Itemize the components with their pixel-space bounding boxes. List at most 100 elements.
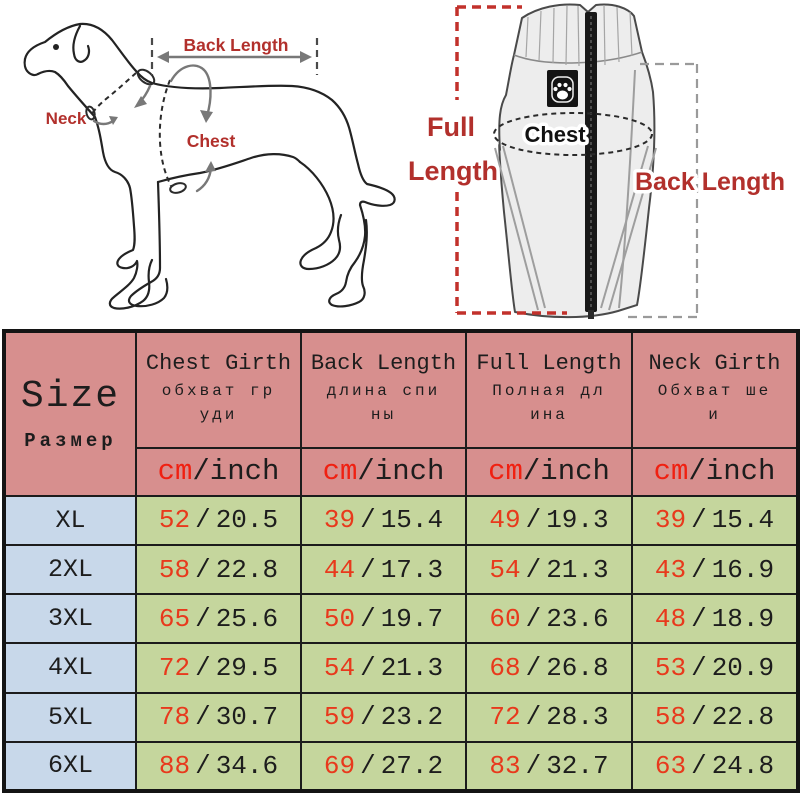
dog-measurement-diagram: Back Length Neck Chest <box>23 22 396 310</box>
inch-value: 20.9 <box>711 652 775 683</box>
cm-value: 68 <box>489 652 521 683</box>
inch-value: 15.4 <box>380 505 444 536</box>
inch-value: 22.8 <box>711 702 775 733</box>
dog-mouth-line <box>23 57 40 77</box>
slash: / <box>688 455 706 489</box>
dog-eye <box>53 44 59 50</box>
vest-full-label: Full <box>427 112 475 142</box>
full-length-header: Full Length Полная дл ина <box>465 330 633 449</box>
chest-girth-value: 58/22.8 <box>135 543 302 596</box>
slash: / <box>360 702 376 733</box>
cm-value: 65 <box>158 603 191 634</box>
slash: / <box>360 750 376 781</box>
neck-girth-value: 53/20.9 <box>631 642 799 694</box>
back-length-value: 50/19.7 <box>300 593 467 645</box>
chest-bottom-loop <box>169 182 187 194</box>
inch-value: 26.8 <box>546 652 609 683</box>
table-row-xl: XL 52/20.5 39/15.4 49/19.3 39/15.4 <box>3 494 799 546</box>
inch-value: 18.9 <box>711 603 775 634</box>
size-value: XL <box>3 494 137 546</box>
inch-value: 19.7 <box>380 603 444 634</box>
inch-value: 23.2 <box>380 702 444 733</box>
vest-collar-seam <box>513 51 643 64</box>
column-label-ru: Полная дл ина <box>492 381 606 425</box>
dog-outline <box>23 22 396 310</box>
table-row-4xl: 4XL 72/29.5 54/21.3 68/26.8 53/20.9 <box>3 642 799 694</box>
chest-girth-header: Chest Girth обхват гр уди <box>135 330 302 449</box>
paw-patch-icon <box>547 70 578 107</box>
slash: / <box>691 554 707 585</box>
back-length-value: 54/21.3 <box>300 642 467 694</box>
back-length-value: 69/27.2 <box>300 740 467 793</box>
unit-cell: cm/inch <box>465 446 633 497</box>
arrowheads <box>109 96 216 172</box>
table-row-3xl: 3XL 65/25.6 50/19.7 60/23.6 48/18.9 <box>3 593 799 645</box>
inch-value: 15.4 <box>711 505 775 536</box>
cm-unit: cm <box>322 455 358 489</box>
cm-value: 49 <box>489 505 521 536</box>
inch-value: 27.2 <box>380 750 444 781</box>
table-header-row: Size Размер Chest Girth обхват гр уди Ba… <box>3 330 799 497</box>
slash: / <box>195 603 211 634</box>
inch-value: 24.8 <box>711 750 775 781</box>
cm-value: 50 <box>323 603 356 634</box>
slash: / <box>525 652 542 683</box>
cm-value: 78 <box>158 702 191 733</box>
unit-cell: cm/inch <box>300 446 467 497</box>
unit-row: cm/inch cm/inch cm/inch cm/inch <box>4 446 799 497</box>
table-row-6xl: 6XL 88/34.6 69/27.2 83/32.7 63/24.8 <box>3 740 799 793</box>
withers-loop <box>136 68 156 86</box>
arrow-left-head <box>157 51 169 63</box>
dog-ear-icon <box>72 24 91 63</box>
column-label-en: Back Length <box>310 351 457 377</box>
cm-value: 58 <box>158 554 191 585</box>
neck-girth-value: 58/22.8 <box>631 691 799 743</box>
size-value: 5XL <box>3 691 137 743</box>
neck-girth-value: 63/24.8 <box>631 740 799 793</box>
cm-value: 59 <box>323 702 356 733</box>
size-header-ru: Размер <box>24 430 117 453</box>
inch-unit: inch <box>705 455 776 489</box>
slash: / <box>357 455 375 489</box>
collar-ribs <box>525 4 633 67</box>
inch-value: 16.9 <box>711 554 775 585</box>
size-value: 2XL <box>3 543 137 596</box>
slash: / <box>525 505 542 536</box>
cm-value: 60 <box>489 603 521 634</box>
collar-ring <box>85 105 96 121</box>
column-label-en: Full Length <box>476 351 622 377</box>
column-label-ru: Обхват ше и <box>657 381 772 425</box>
inch-value: 32.7 <box>546 750 609 781</box>
slash: / <box>195 652 211 683</box>
cm-unit: cm <box>653 455 689 489</box>
table-row-2xl: 2XL 58/22.8 44/17.3 54/21.3 43/16.9 <box>3 543 799 596</box>
arrow-right-head <box>300 51 312 63</box>
back-length-bracket <box>628 62 699 319</box>
cm-unit: cm <box>488 455 523 489</box>
inch-value: 19.3 <box>546 505 609 536</box>
chest-girth-value: 65/25.6 <box>135 593 302 645</box>
size-value: 4XL <box>3 642 137 694</box>
slash: / <box>195 554 211 585</box>
column-label-en: Chest Girth <box>145 351 292 377</box>
cm-value: 69 <box>323 750 356 781</box>
back-length-value: 44/17.3 <box>300 543 467 596</box>
cm-value: 83 <box>489 750 521 781</box>
slash: / <box>691 603 707 634</box>
cm-value: 44 <box>323 554 356 585</box>
size-header-cell: Size Размер <box>3 330 137 497</box>
cm-value: 63 <box>654 750 687 781</box>
full-length-value: 49/19.3 <box>465 494 633 546</box>
size-table: Size Размер Chest Girth обхват гр уди Ba… <box>2 329 800 793</box>
cm-value: 54 <box>489 554 521 585</box>
zipper-pull <box>588 310 594 319</box>
slash: / <box>691 505 707 536</box>
slash: / <box>360 554 376 585</box>
back-length-value: 59/23.2 <box>300 691 467 743</box>
slash: / <box>195 505 211 536</box>
vest-chest-dashed-ellipse <box>493 112 653 156</box>
cm-unit: cm <box>157 455 193 489</box>
size-value: 6XL <box>3 740 137 793</box>
neck-girth-header: Neck Girth Обхват ше и <box>631 330 799 449</box>
column-label-ru: длина спи ны <box>326 381 441 425</box>
